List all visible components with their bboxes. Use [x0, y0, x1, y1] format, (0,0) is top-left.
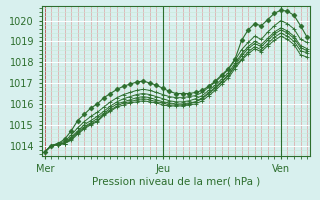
X-axis label: Pression niveau de la mer( hPa ): Pression niveau de la mer( hPa ): [92, 176, 260, 186]
